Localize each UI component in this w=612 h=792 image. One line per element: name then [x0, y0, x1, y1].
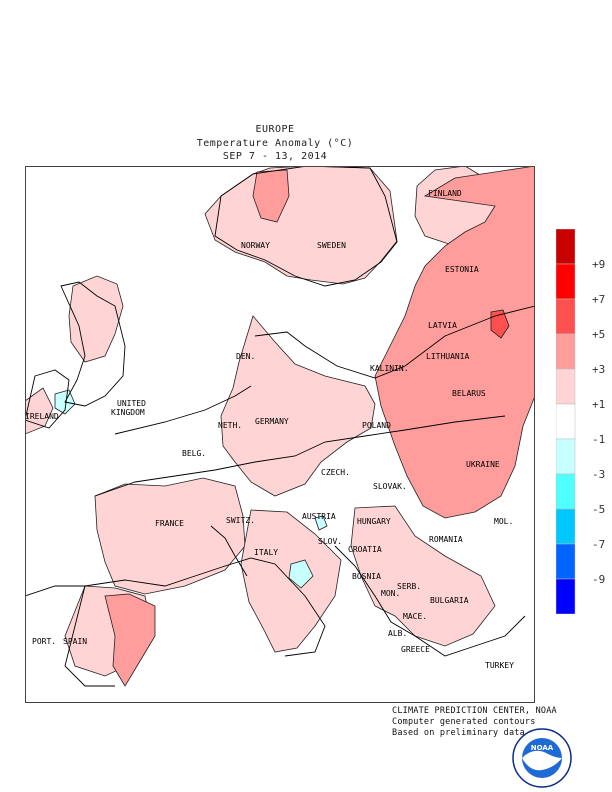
eastern-europe-hot [374, 166, 535, 519]
map-variable-title: Temperature Anomaly (°C) [196, 138, 354, 149]
legend-swatch-0 [556, 229, 576, 265]
legend-label-4: +1 [592, 398, 605, 411]
legend-label-1: +7 [592, 293, 605, 306]
label-united: UNITED [117, 399, 146, 408]
legend-label-9: -9 [592, 573, 605, 586]
label-poland: POLAND [362, 421, 391, 430]
label-turkey: TURKEY [485, 661, 514, 670]
legend-labels: +9 +7 +5 +3 +1 -1 -3 -5 -7 -9 [592, 258, 605, 586]
alps-border [210, 525, 248, 577]
label-port: PORT. [32, 637, 56, 646]
north-sea-coast [114, 385, 252, 435]
label-greece: GREECE [401, 645, 430, 654]
logo-bird-shape [522, 750, 562, 771]
spain-east-hot [104, 593, 156, 687]
label-ukraine: UKRAINE [466, 460, 500, 469]
label-lithuania: LITHUANIA [426, 352, 470, 361]
anomaly-band-5-7 [490, 309, 510, 339]
legend-swatch-9 [556, 543, 576, 580]
label-bulgaria: BULGARIA [430, 596, 469, 605]
legend-label-2: +5 [592, 328, 605, 341]
legend-swatch-2 [556, 298, 576, 335]
norway-hot [252, 169, 290, 223]
label-mon: MON. [381, 589, 400, 598]
label-france: FRANCE [155, 519, 184, 528]
central-border-line [94, 415, 506, 497]
label-bosnia: BOSNIA [352, 572, 381, 581]
legend-boxes [556, 229, 576, 614]
uk-north-warm [68, 275, 124, 363]
label-neth: NETH. [218, 421, 242, 430]
color-legend: +9 +7 +5 +3 +1 -1 -3 -5 -7 -9 [556, 229, 605, 614]
label-finland: FINLAND [428, 189, 462, 198]
legend-label-0: +9 [592, 258, 605, 271]
label-switz: SWITZ. [226, 516, 255, 525]
logo-text: NOAA [531, 744, 554, 752]
legend-label-3: +3 [592, 363, 605, 376]
label-germany: GERMANY [255, 417, 289, 426]
label-kalinin: KALININ. [370, 364, 409, 373]
legend-label-7: -5 [592, 503, 605, 516]
anomaly-map: FINLAND NORWAY SWEDEN ESTONIA LATVIA LIT… [25, 166, 535, 703]
legend-swatch-4 [556, 368, 576, 405]
legend-swatch-10 [556, 578, 576, 614]
legend-swatch-3 [556, 333, 576, 370]
label-estonia: ESTONIA [445, 265, 479, 274]
label-italy: ITALY [254, 548, 278, 557]
label-slovak: SLOVAK. [373, 482, 407, 491]
label-croatia: CROATIA [348, 545, 382, 554]
label-belarus: BELARUS [452, 389, 486, 398]
central-warm [220, 315, 376, 497]
label-austria: AUSTRIA [302, 512, 336, 521]
label-alb: ALB. [388, 629, 407, 638]
country-labels: FINLAND NORWAY SWEDEN ESTONIA LATVIA LIT… [25, 189, 514, 670]
anomaly-band-3-5 [104, 166, 535, 687]
label-mace: MACE. [403, 612, 427, 621]
label-norway: NORWAY [241, 241, 270, 250]
adriatic-balkan-coast [334, 545, 526, 657]
map-frame [25, 166, 535, 703]
great-britain-outline [60, 281, 126, 407]
label-czech: CZECH. [321, 468, 350, 477]
balkans-warm [350, 505, 496, 647]
label-ireland: IRELAND [25, 412, 59, 421]
label-serb: SERB. [397, 582, 421, 591]
label-belg: BELG. [182, 449, 206, 458]
legend-swatch-8 [556, 508, 576, 545]
label-romania: ROMANIA [429, 535, 463, 544]
legend-label-8: -7 [592, 538, 605, 551]
legend-swatch-6 [556, 438, 576, 475]
label-kingdom: KINGDOM [111, 408, 145, 417]
legend-swatch-5 [556, 403, 576, 440]
baltic-south-coast [254, 305, 535, 379]
label-den: DEN. [236, 352, 255, 361]
legend-swatch-1 [556, 263, 576, 300]
legend-swatch-7 [556, 473, 576, 510]
russia-hotspot [490, 309, 510, 339]
adriatic-cool [288, 559, 314, 589]
legend-label-6: -3 [592, 468, 605, 481]
label-spain: SPAIN [63, 637, 87, 646]
map-period-title: SEP 7 - 13, 2014 [222, 151, 328, 162]
iberia-outline [25, 585, 115, 687]
credit-line-3: Based on preliminary data [392, 728, 525, 738]
map-region-title: EUROPE [255, 124, 295, 135]
label-slov: SLOV. [318, 537, 342, 546]
credit-line-1: CLIMATE PREDICTION CENTER, NOAA [392, 706, 557, 716]
label-latvia: LATVIA [428, 321, 457, 330]
anomaly-band-cool [54, 389, 328, 589]
label-mol: MOL. [494, 517, 513, 526]
slovenia-cool [314, 515, 328, 531]
mediterranean-north-coast [84, 557, 326, 657]
legend-label-5: -1 [592, 433, 605, 446]
noaa-logo: NOAA [512, 728, 572, 788]
label-sweden: SWEDEN [317, 241, 346, 250]
france-warm [94, 477, 246, 595]
label-hungary: HUNGARY [357, 517, 391, 526]
credit-line-2: Computer generated contours [392, 717, 536, 727]
ireland-outline [25, 369, 70, 429]
